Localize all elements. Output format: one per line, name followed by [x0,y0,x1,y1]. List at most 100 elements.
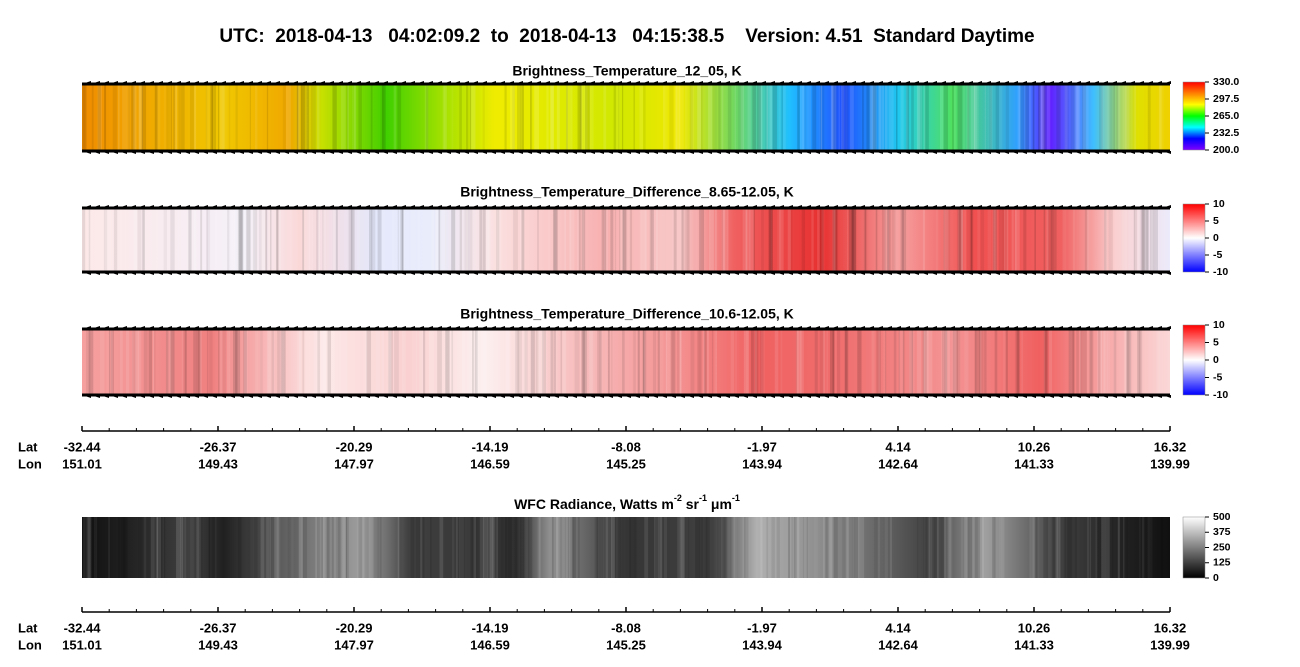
image-texture [442,84,446,151]
strip-sawtooth [775,205,784,208]
image-texture [803,517,808,578]
image-texture [291,517,293,578]
strip-sawtooth [208,326,217,329]
image-texture [875,208,878,272]
image-texture [255,208,260,272]
image-texture [927,517,930,578]
image-texture [656,208,658,272]
strip-sawtooth [379,326,388,329]
image-texture [468,329,474,395]
strip-sawtooth [631,326,640,329]
image-texture [1139,208,1143,272]
strip-sawtooth [523,205,532,208]
image-texture [340,517,346,578]
strip-sawtooth [946,151,955,154]
strip-sawtooth [874,81,883,84]
strip-sawtooth [982,81,991,84]
image-texture [639,208,642,272]
image-texture [1046,84,1051,151]
image-texture [421,329,424,395]
strip-sawtooth [253,395,262,398]
strip-sawtooth [901,395,910,398]
image-texture [1043,329,1048,395]
image-texture [995,84,1000,151]
strip-sawtooth [1063,81,1072,84]
image-texture [980,208,985,272]
image-texture [1087,208,1091,272]
strip-sawtooth [181,272,190,275]
strip-sawtooth [442,326,451,329]
image-texture [841,84,844,151]
strip-sawtooth [685,395,694,398]
image-texture [1024,84,1026,151]
image-texture [862,84,864,151]
image-texture [138,84,142,151]
image-texture [556,84,560,151]
strip-sawtooth [334,326,343,329]
image-texture [594,517,598,578]
colorbar-tick-label: 0 [1213,354,1219,366]
image-texture [137,329,142,395]
image-texture [752,84,757,151]
image-texture [1126,329,1130,395]
image-texture [679,329,682,395]
image-texture [700,517,703,578]
strip-sawtooth [1090,151,1099,154]
strip-sawtooth [379,81,388,84]
image-texture [843,84,848,151]
image-texture [322,208,324,272]
strip-sawtooth [1000,326,1009,329]
image-texture [118,84,120,151]
image-texture [924,517,926,578]
image-texture [577,208,579,272]
image-texture [569,517,572,578]
image-texture [282,84,286,151]
image-texture [304,329,309,395]
image-texture [154,84,158,151]
strip-sawtooth [271,205,280,208]
strip-sawtooth [694,272,703,275]
strip-sawtooth [361,395,370,398]
image-texture [124,208,127,272]
image-texture [793,517,796,578]
image-texture [268,517,270,578]
image-texture [778,84,781,151]
strip-sawtooth [460,395,469,398]
image-texture [539,329,544,395]
image-texture [537,329,539,395]
image-texture [838,84,840,151]
image-texture [766,84,769,151]
strip-sawtooth [496,272,505,275]
image-texture [642,329,647,395]
image-texture [662,208,666,272]
image-texture [857,329,862,395]
strip-sawtooth [415,326,424,329]
image-texture [152,329,155,395]
image-texture [169,84,171,151]
image-texture [579,208,582,272]
image-texture [864,208,867,272]
image-texture [553,208,557,272]
image-texture [405,208,409,272]
image-texture [677,517,680,578]
strip-sawtooth [244,272,253,275]
image-texture [1108,84,1113,151]
lon-label: Lon [18,637,42,652]
image-texture [346,84,349,151]
image-texture [93,517,98,578]
image-texture [285,84,291,151]
strip-sawtooth [1126,272,1135,275]
image-texture [570,84,573,151]
image-texture [260,329,263,395]
image-texture [944,208,949,272]
image-texture [199,208,201,272]
strip-sawtooth [631,151,640,154]
image-texture [994,517,997,578]
image-texture [902,329,905,395]
strip-sawtooth [298,395,307,398]
strip-sawtooth [289,395,298,398]
strip-sawtooth [343,326,352,329]
strip-sawtooth [685,151,694,154]
image-texture [83,517,86,578]
image-texture [1156,329,1160,395]
